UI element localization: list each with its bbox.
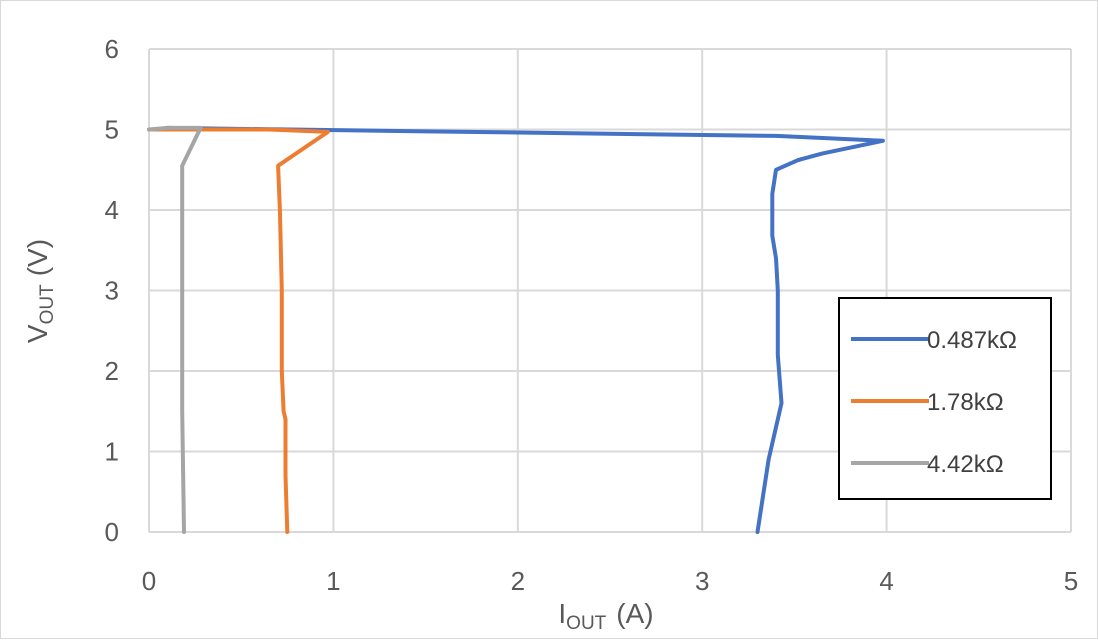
y-tick-label: 0 xyxy=(105,517,119,547)
y-tick-label: 1 xyxy=(105,437,119,467)
x-tick-label: 5 xyxy=(1064,566,1078,596)
y-tick-label: 2 xyxy=(105,356,119,386)
series-lines xyxy=(147,125,885,534)
y-tick-label: 6 xyxy=(105,34,119,64)
legend-label: 4.42kΩ xyxy=(927,451,1004,478)
legend-box xyxy=(838,297,1052,500)
x-tick-label: 4 xyxy=(879,566,893,596)
x-axis-title-unit: (A) xyxy=(616,598,653,629)
series-line-2 xyxy=(147,125,203,534)
y-tick-label: 5 xyxy=(105,115,119,145)
x-tick-label: 3 xyxy=(695,566,709,596)
x-axis-title: IOUT (A) xyxy=(558,598,653,634)
y-axis-title-unit: (V) xyxy=(22,239,53,276)
tick-labels: 0 1 2 3 4 5 6 0 1 2 3 4 5 xyxy=(105,34,1079,596)
x-tick-label: 2 xyxy=(511,566,525,596)
y-axis-title-sub: OUT xyxy=(37,284,58,325)
x-tick-label: 1 xyxy=(326,566,340,596)
y-tick-label: 4 xyxy=(105,195,119,225)
series-line-1 xyxy=(147,127,330,534)
x-tick-label: 0 xyxy=(142,566,156,596)
y-axis-title-main: V xyxy=(22,324,53,343)
legend: 0.487kΩ 1.78kΩ 4.42kΩ xyxy=(838,297,1052,500)
x-axis-title-main: I xyxy=(558,598,566,629)
y-axis-title: VOUT (V) xyxy=(22,239,58,343)
legend-label: 0.487kΩ xyxy=(927,327,1017,354)
series-line-0 xyxy=(165,125,885,534)
y-tick-label: 3 xyxy=(105,276,119,306)
legend-label: 1.78kΩ xyxy=(927,389,1004,416)
x-axis-title-sub: OUT xyxy=(566,613,607,634)
